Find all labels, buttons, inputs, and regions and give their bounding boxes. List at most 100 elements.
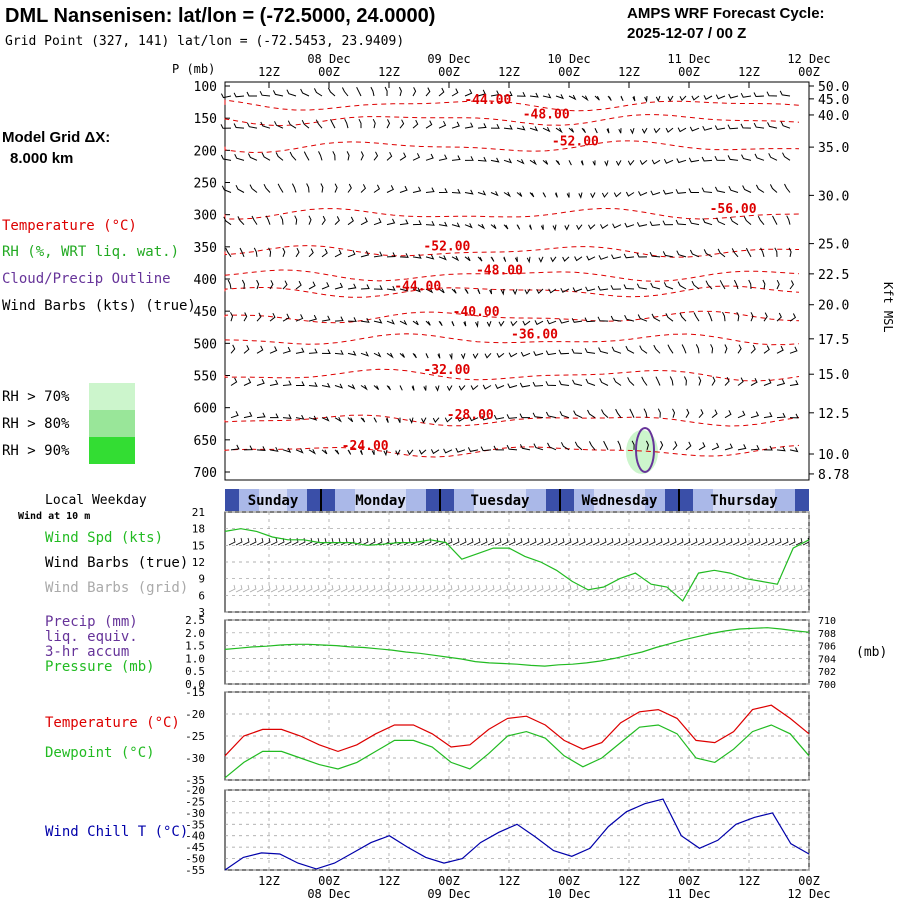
wind-barb [542,159,549,165]
wind-barb [373,417,377,423]
wind-barb [289,151,297,161]
wind-barb [503,158,513,164]
wind-barb [669,376,674,386]
wind-barb [719,280,726,290]
surface-barb-grid [781,584,789,593]
surface-barb [508,537,516,546]
wind-barb [321,416,330,422]
wind-barb [477,223,486,230]
surface-barb-grid [312,584,320,593]
pressure-tick-label: 200 [194,144,217,159]
wind-barb [611,346,622,354]
wind-barb [435,385,440,392]
wind-barb [533,351,544,356]
rh-patch [626,430,658,474]
surface-barb-grid [774,584,782,593]
wind-barb [568,160,572,166]
wind-barb [477,123,487,129]
wind-barb [399,385,403,391]
wind-barb [594,95,600,101]
isotherm-label: -36.00 [511,328,558,343]
pressure-tick-label: 600 [194,402,217,417]
wind-barb [555,94,564,100]
wind-barb [789,380,799,386]
surface-barb-grid [788,584,796,593]
surface-barb [494,537,502,546]
wind-barb [320,183,324,193]
wind-barb [776,412,786,419]
wind-barb [490,157,500,163]
wind-barb [282,380,292,386]
top-hour-label: 00Z [558,65,580,79]
wind-barb [641,127,648,134]
surface-barb [298,537,306,546]
wind-barb [653,344,661,354]
kft-tick-label: 22.5 [818,268,849,283]
wind-barb [636,222,648,227]
wind-barb [588,224,596,230]
wind-barb [256,279,260,290]
wind-barb [639,345,648,354]
wind-barb [407,449,414,456]
wind-barb [412,119,419,129]
wind-barb [745,247,752,258]
surface-barb [676,537,684,546]
isotherm-line [224,140,800,154]
wind-barb [347,449,352,455]
temperature-y-tick: -25 [185,730,205,743]
wind-barb [789,280,794,290]
wind-barb [786,215,791,225]
surface-barb-grid [375,584,383,593]
wind-barb [321,449,328,455]
wind-barb [677,281,687,290]
wind-barb [776,312,782,322]
wind-barb [347,249,356,258]
wind-barb [269,446,279,452]
wind-barb [560,442,570,451]
pressure-axis-tick: 700 [818,680,836,691]
surface-barb [571,537,579,546]
wind-barb [597,285,609,291]
wind-barb [371,449,375,456]
surface-barb [606,537,614,546]
wind-barb [241,279,245,290]
wind-barb [477,156,487,162]
wind-barb [612,223,622,229]
wind-barb [665,313,674,322]
wind-barb [282,346,291,354]
weekday-name: Wednesday [582,493,658,509]
isotherm-label: -52.00 [552,135,599,150]
wind-barb [742,185,752,193]
pressure-axis-title: (mb) [856,645,887,660]
surface-barb [536,537,544,546]
surface-barb-grid [228,584,236,593]
wind-barb [624,314,635,322]
wind-barb [295,414,305,420]
wind-barb [282,414,292,419]
wind-barb [585,378,596,386]
wind-barb [729,216,739,226]
wind-barb [260,121,271,129]
wind-barb [763,312,768,322]
wind-barb [533,443,544,451]
wind-barb [373,251,383,258]
wind-barb [598,347,609,354]
wind-barb [412,320,419,326]
wind-barb [464,288,469,294]
wind-barb [330,119,336,129]
surface-barb [235,537,243,546]
precip-legend: Pressure (mb) [45,659,155,675]
surface-barb-grid [452,584,460,593]
wind-barb [443,448,453,454]
wind-chill-y-tick: -45 [185,841,205,854]
top-hour-label: 12Z [618,65,640,79]
wind-barb [386,319,395,325]
pressure-tick-label: 400 [194,273,217,288]
wind-barb [464,88,473,97]
wind-barb [494,384,505,389]
surface-barb-grid [326,584,334,593]
wind-barb [347,183,352,193]
isotherm-label: -44.00 [464,93,511,108]
wind-barb [613,377,622,386]
wind-barb [568,127,575,133]
